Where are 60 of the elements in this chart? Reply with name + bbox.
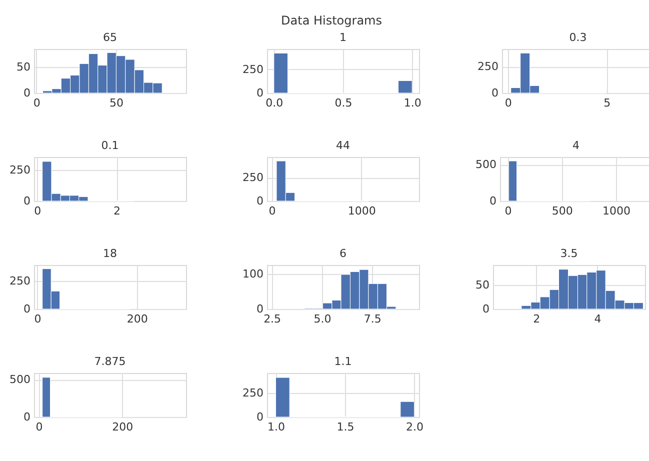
x-tick-label: 2.0 xyxy=(406,420,424,434)
y-tick-label: 0 xyxy=(24,86,30,100)
y-tick-label: 250 xyxy=(242,171,264,184)
x-tick-label: 5 xyxy=(604,96,611,110)
x-tick-label: 0.5 xyxy=(334,96,352,110)
chart-title: 1.1 xyxy=(334,355,352,368)
y-tick-label: 0 xyxy=(256,302,264,316)
x-tick-label: 1.5 xyxy=(336,420,354,434)
chart-title: 4 xyxy=(572,139,580,152)
y-tick-label: 100 xyxy=(242,267,264,280)
x-tick-label: 200 xyxy=(112,420,134,434)
x-tick-label: 0 xyxy=(34,312,42,326)
x-tick-label: 1.0 xyxy=(267,420,285,434)
y-tick-label: 0 xyxy=(24,194,30,208)
y-tick-label: 50 xyxy=(476,278,490,292)
x-tick-label: 2 xyxy=(533,312,540,326)
x-tick-label: 0 xyxy=(504,204,512,218)
x-tick-label: 4 xyxy=(594,312,602,326)
y-tick-label: 250 xyxy=(478,60,498,74)
x-tick-label: 2 xyxy=(114,204,121,218)
y-tick-label: 500 xyxy=(476,158,496,172)
chart-title: 6 xyxy=(340,247,346,260)
y-tick-label: 0 xyxy=(256,410,264,424)
chart-title: 18 xyxy=(103,247,117,260)
x-tick-label: 200 xyxy=(126,312,148,326)
x-tick-label: 2.5 xyxy=(264,312,282,326)
chart-title: 3.5 xyxy=(560,247,578,260)
chart-title: 65 xyxy=(103,31,117,44)
y-tick-label: 0 xyxy=(256,86,264,100)
y-tick-label: 50 xyxy=(16,60,30,74)
y-tick-label: 250 xyxy=(242,62,264,76)
chart-title: 0.1 xyxy=(101,139,119,152)
x-tick-label: 7.5 xyxy=(364,312,382,326)
chart-title: 44 xyxy=(336,139,350,152)
x-tick-label: 500 xyxy=(552,204,573,218)
x-tick-label: 0 xyxy=(36,420,43,434)
y-tick-label: 0 xyxy=(256,194,264,208)
chart-title: 1 xyxy=(340,31,346,44)
chart-title: 0.3 xyxy=(569,31,587,44)
x-tick-label: 1000 xyxy=(602,204,631,218)
x-tick-label: 0 xyxy=(504,96,512,110)
y-tick-label: 0 xyxy=(490,194,496,208)
x-tick-label: 0 xyxy=(34,204,42,218)
y-tick-label: 250 xyxy=(10,164,30,177)
y-tick-label: 0 xyxy=(24,302,30,316)
x-tick-label: 1.0 xyxy=(404,96,422,110)
y-tick-label: 250 xyxy=(10,274,30,288)
x-tick-label: 5.0 xyxy=(314,312,332,326)
y-tick-label: 500 xyxy=(10,373,30,386)
y-tick-label: 0 xyxy=(482,302,490,316)
x-tick-label: 50 xyxy=(109,96,124,110)
x-tick-label: 0.0 xyxy=(266,96,284,110)
y-tick-label: 250 xyxy=(242,386,264,400)
text: Data Histograms xyxy=(281,14,382,28)
y-tick-label: 0 xyxy=(24,410,30,424)
chart-title: 7.875 xyxy=(94,355,126,368)
x-tick-label: 0 xyxy=(268,204,276,218)
y-tick-label: 0 xyxy=(492,86,498,100)
x-tick-label: 1000 xyxy=(348,204,376,218)
x-tick-label: 0 xyxy=(33,96,40,110)
